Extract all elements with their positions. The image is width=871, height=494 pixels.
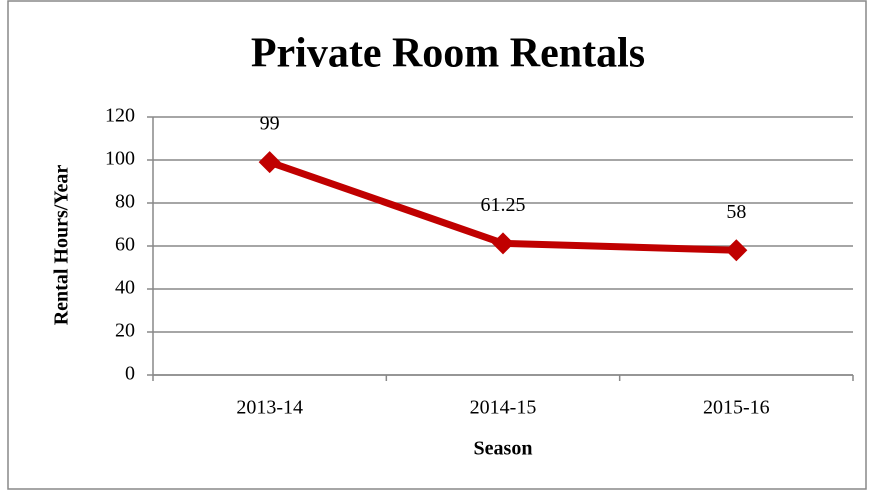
x-tick-label: 2014-15	[470, 397, 537, 419]
point-marker	[258, 151, 281, 174]
x-tick-label: 2015-16	[703, 397, 770, 419]
y-tick-label: 80	[115, 191, 135, 213]
y-tick-label: 60	[115, 234, 135, 256]
y-tick-label: 100	[105, 148, 135, 170]
chart-title: Private Room Rentals	[251, 31, 645, 77]
y-tick-label: 40	[115, 277, 135, 299]
chart-frame	[7, 0, 867, 490]
point-marker	[725, 239, 748, 262]
x-tick-label: 2013-14	[236, 397, 303, 419]
data-label: 58	[726, 201, 746, 223]
data-label: 61.25	[481, 194, 526, 216]
data-label: 99	[260, 113, 280, 135]
y-tick-label: 120	[105, 105, 135, 127]
y-axis-title: Rental Hours/Year	[51, 165, 73, 326]
y-tick-label: 0	[125, 363, 135, 385]
x-axis-title: Season	[474, 438, 533, 460]
y-tick-label: 20	[115, 320, 135, 342]
point-marker	[492, 232, 514, 255]
